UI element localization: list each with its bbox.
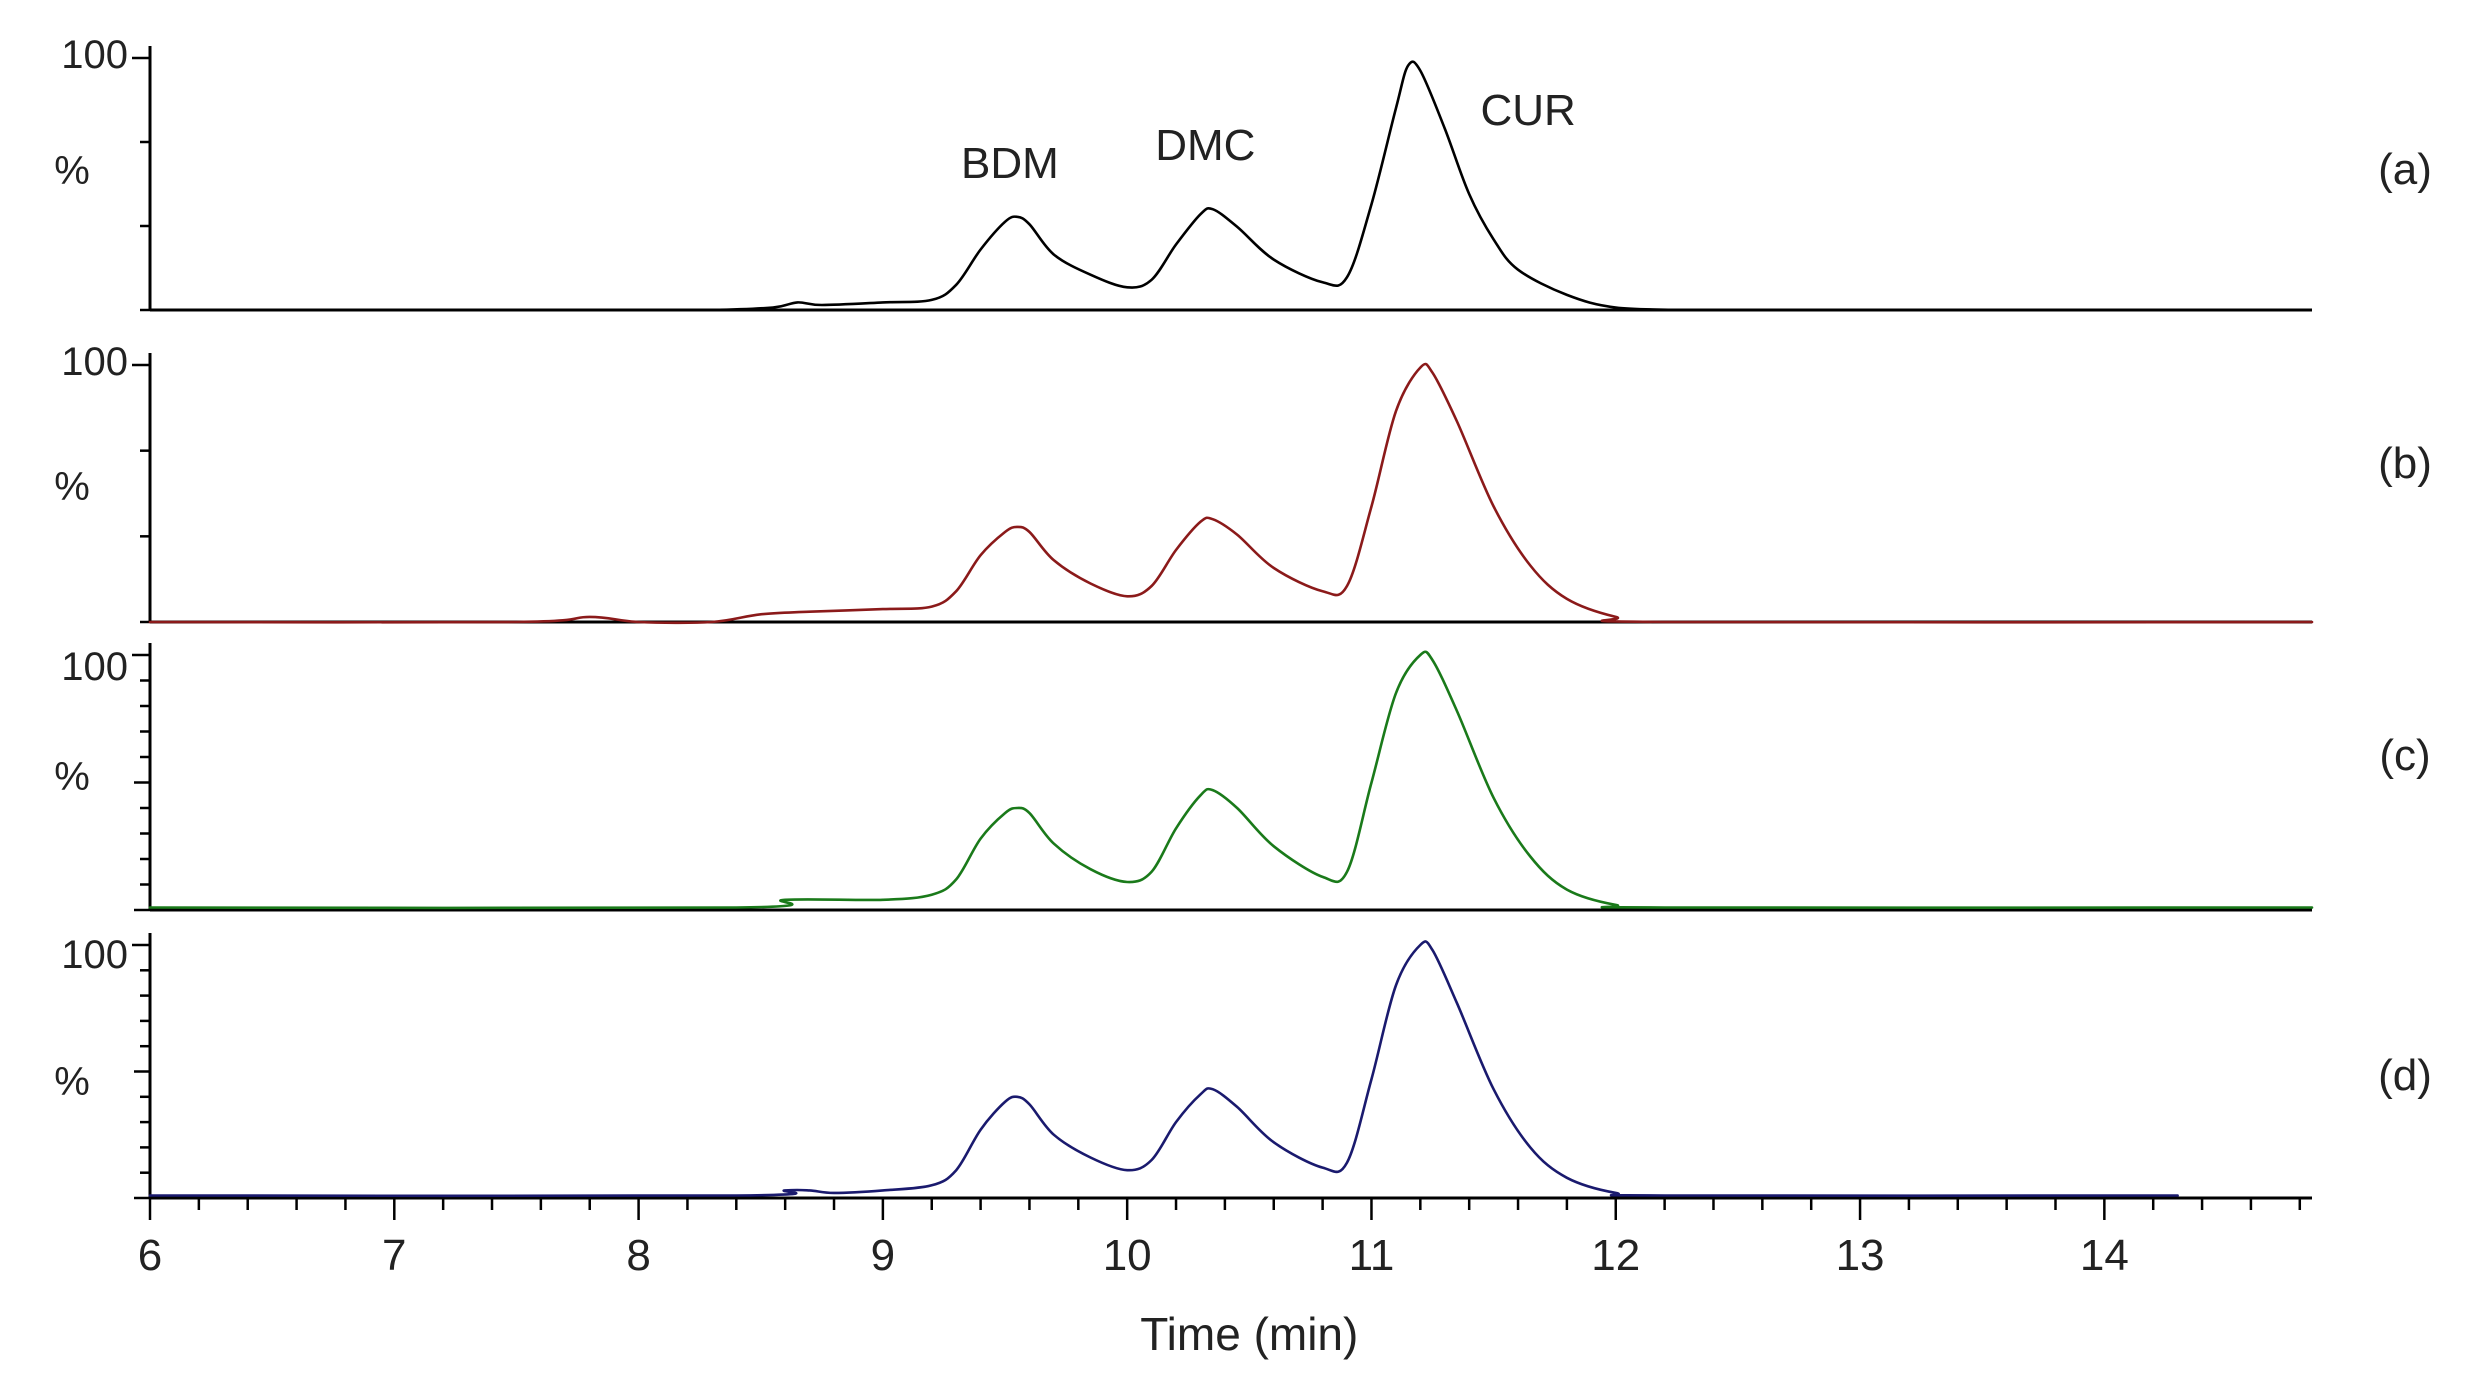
trace-c [148, 650, 2314, 910]
panel-d: 100% (d) [54, 933, 2432, 1200]
panel-label: (a) [2378, 145, 2432, 194]
y-tick-label-100: 100 [61, 33, 128, 77]
y-tick-label-100: 100 [61, 340, 128, 384]
time-axis: 6 7 8 9 10 11 12 13 14 Time (min) [138, 1198, 2302, 1360]
chromatogram-panels: 100% (a) 100% (b) 100% (c) 100% (d) [54, 33, 2432, 1200]
x-tick-label: 14 [2080, 1231, 2129, 1280]
peak-label-dmc: DMC [1155, 121, 1255, 170]
panel-label: (c) [2379, 731, 2430, 780]
panel-label: (b) [2378, 439, 2432, 488]
trace-b [148, 362, 2314, 625]
panel-a: 100% (a) [54, 33, 2432, 312]
y-tick-label-100: 100 [61, 645, 128, 689]
y-axis-label: % [54, 149, 90, 193]
peak-annotations: BDM DMC CUR [961, 86, 1576, 188]
panel-b: 100% (b) [54, 340, 2432, 625]
trace-a [564, 60, 1691, 312]
trace-d [148, 940, 2179, 1198]
peak-label-bdm: BDM [961, 139, 1059, 188]
panel-c: 100% (c) [54, 643, 2431, 912]
y-axis-label: % [54, 465, 90, 509]
x-tick-label: 10 [1103, 1231, 1152, 1280]
x-tick-label: 13 [1836, 1231, 1885, 1280]
panel-label: (d) [2378, 1051, 2432, 1100]
x-tick-label: 12 [1591, 1231, 1640, 1280]
peak-label-cur: CUR [1480, 86, 1575, 135]
x-axis-label: Time (min) [1140, 1308, 1358, 1360]
y-axis-label: % [54, 1060, 90, 1104]
x-tick-label: 7 [382, 1231, 406, 1280]
x-tick-label: 11 [1349, 1231, 1395, 1280]
x-tick-label: 9 [871, 1231, 895, 1280]
x-tick-label: 8 [626, 1231, 650, 1280]
y-axis-label: % [54, 755, 90, 799]
y-tick-label-100: 100 [61, 933, 128, 977]
x-tick-label: 6 [138, 1231, 162, 1280]
